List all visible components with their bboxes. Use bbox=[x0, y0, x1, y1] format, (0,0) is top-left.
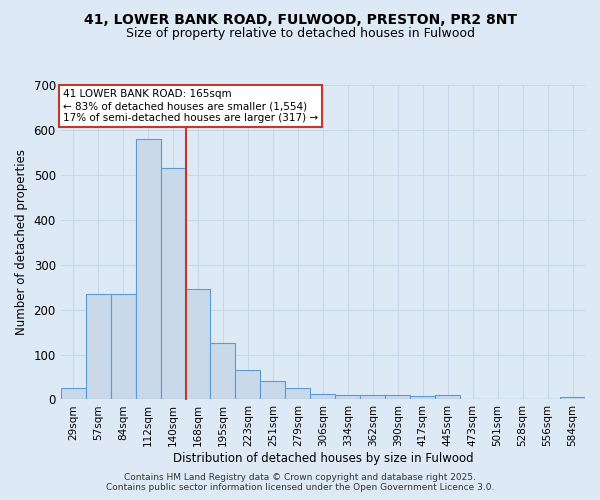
Bar bbox=[235, 370, 260, 400]
Bar bbox=[185, 290, 211, 400]
Bar bbox=[286, 388, 310, 400]
Bar bbox=[260, 382, 286, 400]
Text: 41 LOWER BANK ROAD: 165sqm
← 83% of detached houses are smaller (1,554)
17% of s: 41 LOWER BANK ROAD: 165sqm ← 83% of deta… bbox=[63, 90, 318, 122]
Bar bbox=[110, 294, 136, 400]
Bar bbox=[385, 395, 410, 400]
Text: 41, LOWER BANK ROAD, FULWOOD, PRESTON, PR2 8NT: 41, LOWER BANK ROAD, FULWOOD, PRESTON, P… bbox=[83, 12, 517, 26]
Bar bbox=[560, 397, 585, 400]
Bar bbox=[360, 395, 385, 400]
Bar bbox=[310, 394, 335, 400]
Bar bbox=[435, 395, 460, 400]
Text: Contains HM Land Registry data © Crown copyright and database right 2025.
Contai: Contains HM Land Registry data © Crown c… bbox=[106, 473, 494, 492]
Bar bbox=[211, 344, 235, 400]
X-axis label: Distribution of detached houses by size in Fulwood: Distribution of detached houses by size … bbox=[173, 452, 473, 465]
Bar bbox=[136, 139, 161, 400]
Bar bbox=[335, 395, 360, 400]
Text: Size of property relative to detached houses in Fulwood: Size of property relative to detached ho… bbox=[125, 28, 475, 40]
Y-axis label: Number of detached properties: Number of detached properties bbox=[15, 149, 28, 335]
Bar bbox=[161, 168, 185, 400]
Bar bbox=[61, 388, 86, 400]
Bar bbox=[410, 396, 435, 400]
Bar bbox=[86, 294, 110, 400]
